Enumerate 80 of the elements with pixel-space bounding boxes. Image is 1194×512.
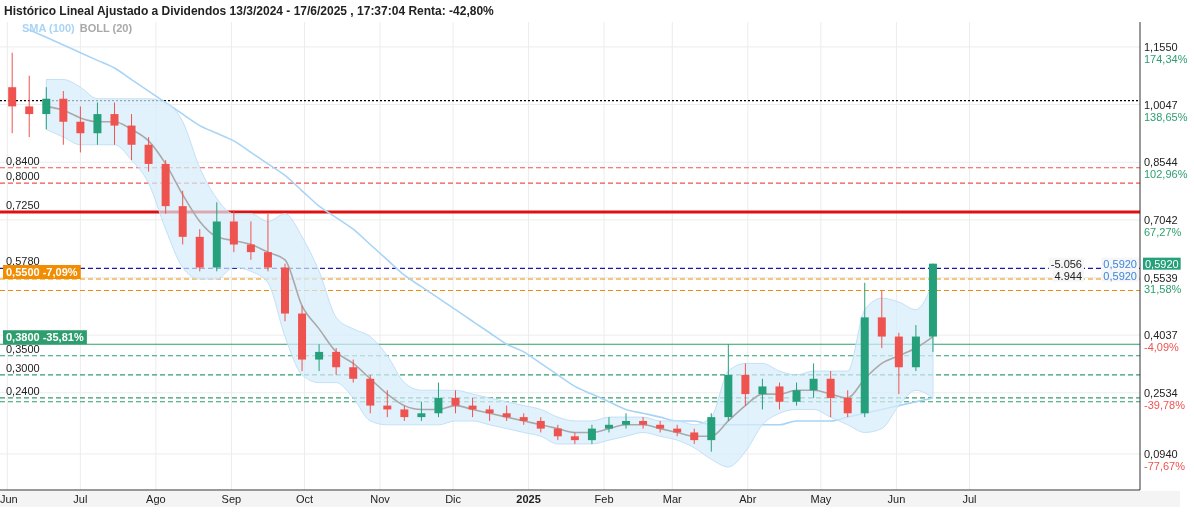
candlestick — [775, 382, 784, 410]
y2-tick-label: -4,09% — [1144, 341, 1180, 354]
y-tick-label: 0,7042 — [1144, 213, 1178, 226]
candlestick — [76, 105, 85, 153]
x-tick-label: Abr — [739, 493, 757, 505]
ref-line-label: 0,8000 — [6, 170, 40, 183]
x-tick-label: Jun — [0, 493, 18, 505]
candlestick — [622, 412, 631, 430]
x-tick-label: 2025 — [516, 493, 541, 505]
candlestick — [758, 378, 767, 410]
x-tick-label: Jun — [887, 493, 906, 505]
y-tick-label: 0,5539 — [1144, 271, 1178, 284]
chart-title: Histórico Lineal Ajustado a Dividendos 13/3/2024 - 17/6/2025 , 17:37:04 Renta: -42,80% — [4, 4, 495, 18]
candlestick — [110, 102, 119, 146]
x-tick-label: Ago — [146, 493, 166, 505]
annotation: -5.056 — [1050, 257, 1082, 270]
candlestick — [263, 213, 272, 272]
candlestick — [42, 86, 51, 130]
candlestick — [434, 382, 443, 418]
x-tick-label: Jul — [962, 493, 977, 505]
candlestick — [59, 90, 68, 146]
y-tick-label: 0,2534 — [1144, 386, 1178, 399]
x-tick-label: Sep — [221, 493, 242, 505]
y2-tick-label: 174,34% — [1144, 52, 1188, 65]
candlestick — [843, 389, 852, 418]
ref-line-label: 0,3000 — [6, 361, 40, 374]
candlestick — [127, 113, 136, 161]
candlestick — [639, 416, 648, 430]
y2-tick-label: 31,58% — [1144, 283, 1182, 296]
annotation: 0,5920 — [1103, 257, 1137, 270]
ref-line-label: 0,3800 -35,81% — [6, 331, 84, 344]
candlestick — [25, 75, 34, 138]
y-tick-label: 1,1550 — [1144, 40, 1178, 53]
x-tick-label: Oct — [295, 493, 314, 505]
y2-tick-label: -77,67% — [1144, 459, 1186, 472]
candlestick — [229, 209, 238, 253]
candlestick — [570, 431, 579, 445]
candlestick — [604, 416, 613, 433]
y-tick-label: 0,0940 — [1144, 447, 1178, 460]
candlestick — [349, 359, 358, 384]
x-tick-label: Jul — [73, 493, 88, 505]
y-tick-label: 0,8544 — [1144, 156, 1178, 169]
y2-tick-label: 67,27% — [1144, 225, 1182, 238]
candlestick — [315, 343, 324, 372]
candlestick — [809, 362, 818, 399]
x-tick-label: May — [810, 493, 832, 505]
candlestick — [877, 290, 886, 349]
y2-tick-label: -39,78% — [1144, 398, 1186, 411]
x-tick-label: Dic — [445, 493, 462, 505]
y2-tick-label: 138,65% — [1144, 110, 1188, 123]
y2-tick-label: 102,96% — [1144, 168, 1188, 181]
ref-line-label: 0,8400 — [6, 154, 40, 167]
ref-line-label: 0,3500 — [6, 342, 40, 355]
text: 0,5920 — [1145, 257, 1179, 270]
annotation: 4.944 — [1054, 269, 1082, 282]
x-tick-label: Feb — [594, 493, 614, 505]
x-tick-label: Mar — [662, 493, 683, 505]
ref-line-label: 0,2400 — [6, 384, 40, 397]
x-tick-label: Nov — [370, 493, 391, 505]
ref-line-label: 0,5500 -7,09% — [6, 266, 78, 279]
candlestick — [707, 412, 716, 453]
ref-line-label: 0,7250 — [6, 198, 40, 211]
annotation: 0,5920 — [1103, 269, 1137, 282]
ref-line-label: 0,5780 — [6, 255, 40, 268]
candlestick — [8, 52, 17, 134]
candlestick — [93, 102, 102, 146]
candlestick — [246, 220, 255, 261]
candlestick — [741, 362, 750, 407]
y-tick-label: 0,4037 — [1144, 329, 1178, 342]
candlestick — [826, 370, 835, 418]
y-tick-label: 1,0047 — [1144, 98, 1178, 111]
text: BOLL (20) — [79, 22, 133, 34]
candlestick — [417, 401, 426, 422]
candlestick — [332, 347, 341, 376]
candlestick — [451, 389, 460, 414]
candlestick — [656, 420, 665, 433]
candlestick — [792, 382, 801, 407]
candlestick — [587, 424, 596, 445]
candlestick — [144, 136, 153, 173]
series-label: SMA (100) — [22, 22, 76, 34]
